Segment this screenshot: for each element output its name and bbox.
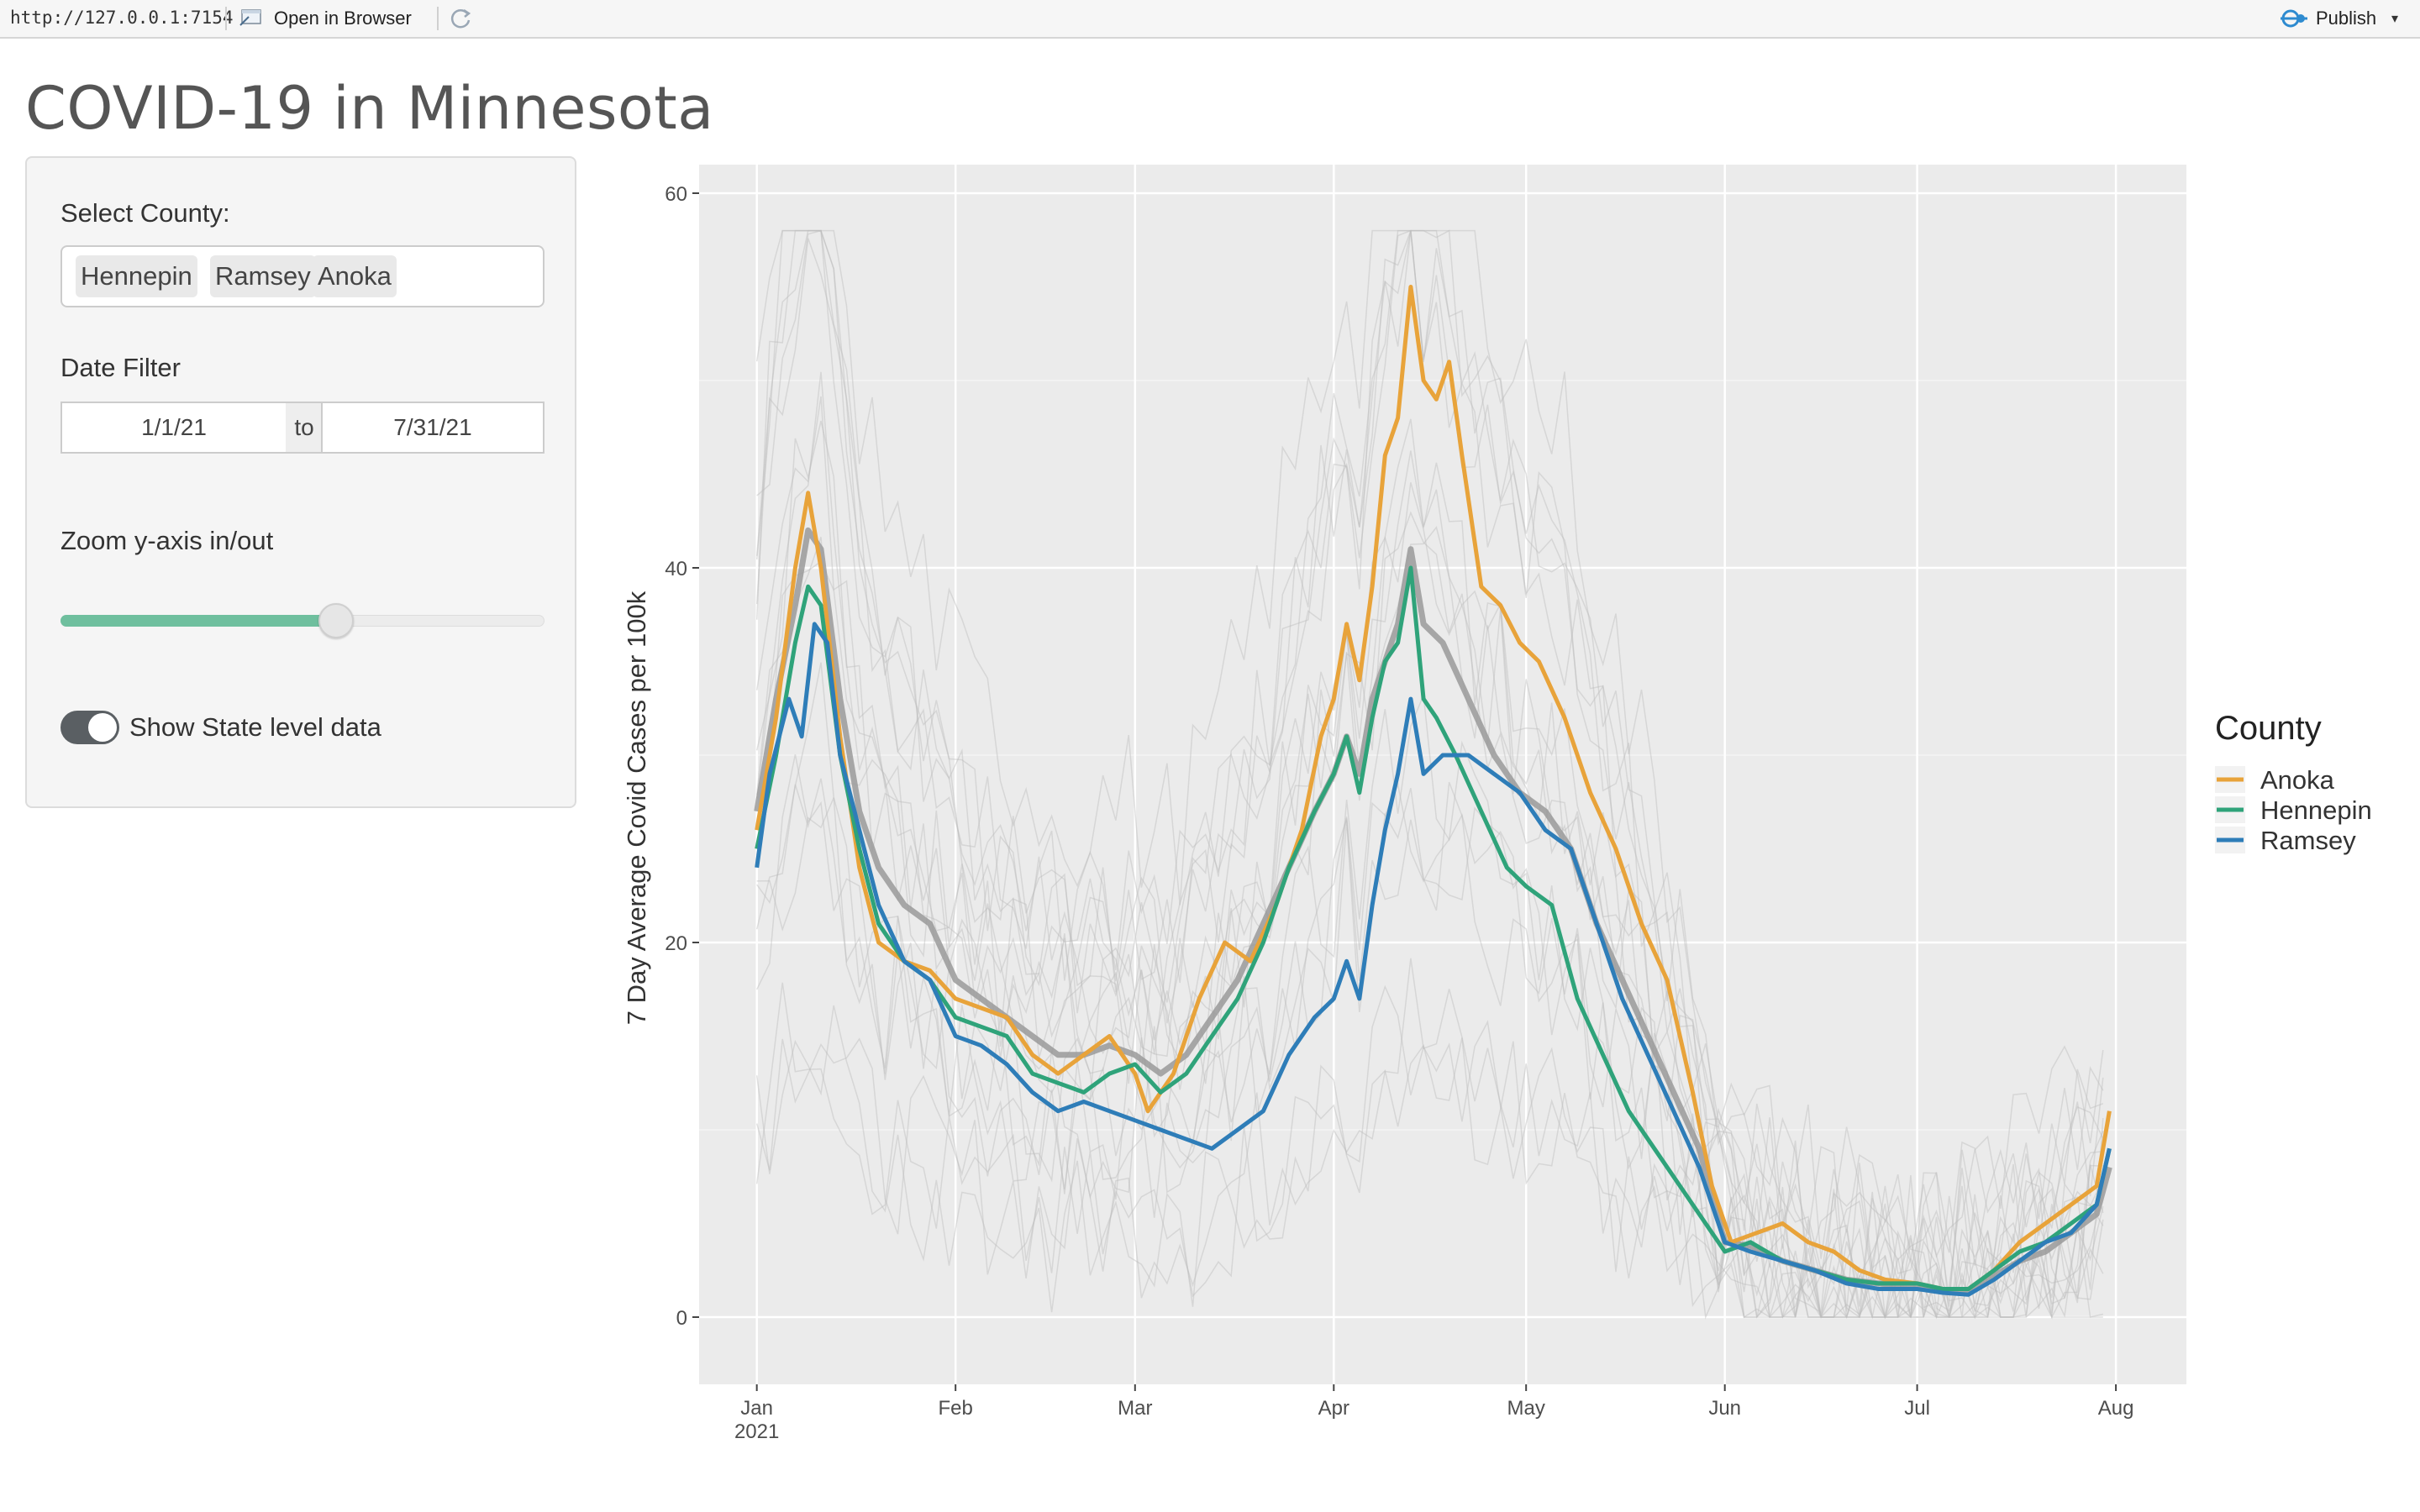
sidebar-panel: Select County: Hennepin Ramsey Anoka Dat… (25, 156, 576, 808)
county-chip[interactable]: Ramsey (210, 255, 316, 297)
zoom-slider-handle[interactable] (318, 603, 355, 638)
date-range-separator: to (286, 402, 323, 454)
x-tick-label: May (1507, 1397, 1545, 1420)
background-county-line (755, 230, 2104, 1307)
toggle-knob (88, 713, 117, 742)
y-axis-label: 7 Day Average Covid Cases per 100k (622, 591, 651, 1025)
x-tick-label: Apr (1318, 1397, 1349, 1420)
date-filter-label: Date Filter (60, 353, 181, 382)
zoom-slider-fill (60, 615, 337, 627)
background-county-line (755, 778, 2104, 1318)
background-county-line (755, 511, 2104, 1319)
background-county-line (755, 371, 2104, 1320)
series-lines (754, 285, 2112, 1297)
toolbar-divider (437, 7, 439, 30)
background-county-line (756, 662, 2103, 1320)
x-tick-label: Jan (740, 1397, 773, 1420)
series-line-ramsey (755, 622, 2112, 1297)
zoom-label: Zoom y-axis in/out (60, 526, 274, 555)
background-county-line (755, 418, 2104, 1318)
publish-icon[interactable] (2279, 8, 2309, 29)
legend-label: Hennepin (2260, 795, 2372, 825)
x-tick-label: Jun (1708, 1397, 1741, 1420)
x-tick-sublabel: 2021 (734, 1420, 779, 1443)
y-tick-label: 60 (665, 183, 687, 206)
x-tick-label: Feb (938, 1397, 972, 1420)
viewer-toolbar: http://127.0.0.1:7154 Open in Browser Pu… (0, 0, 2420, 39)
y-tick-label: 20 (665, 932, 687, 955)
background-county-line (756, 753, 2104, 1320)
legend-label: Ramsey (2260, 826, 2356, 855)
background-county-line (755, 958, 2104, 1320)
background-county-line (755, 229, 2104, 1320)
background-county-line (755, 1005, 2103, 1319)
background-county-line (756, 229, 2104, 1318)
legend-title: County (2215, 710, 2322, 747)
chevron-down-icon[interactable]: ▾ (2391, 12, 2399, 26)
background-county-line (755, 396, 2104, 1319)
open-in-browser-button[interactable]: Open in Browser (274, 8, 412, 29)
background-county-line (755, 229, 2104, 1261)
select-county-label: Select County: (60, 198, 230, 228)
background-county-line (755, 982, 2104, 1320)
gridlines (699, 165, 2186, 1384)
legend-label: Anoka (2260, 765, 2335, 795)
publish-button[interactable]: Publish (2316, 8, 2377, 29)
plot-panel (699, 165, 2186, 1384)
toolbar-divider (225, 7, 227, 30)
url-text: http://127.0.0.1:7154 (10, 8, 234, 28)
state-data-toggle[interactable] (60, 711, 119, 744)
background-county-line (755, 229, 2104, 1320)
state-data-toggle-label: Show State level data (129, 712, 381, 742)
county-chip[interactable]: Hennepin (76, 255, 197, 297)
series-line-anoka (755, 285, 2112, 1291)
series-line-hennepin (755, 565, 2112, 1291)
reload-icon[interactable] (447, 5, 474, 32)
background-county-line (755, 526, 2103, 1279)
county-select-input[interactable]: Hennepin Ramsey Anoka (60, 245, 544, 307)
page-title: COVID-19 in Minnesota (25, 74, 714, 143)
start-date-input[interactable]: 1/1/21 (60, 402, 287, 454)
x-tick-label: Mar (1118, 1397, 1152, 1420)
background-county-lines (755, 229, 2104, 1320)
y-tick-label: 0 (676, 1307, 687, 1330)
county-chip[interactable]: Anoka (313, 255, 397, 297)
open-in-browser-icon[interactable] (239, 8, 262, 27)
x-tick-label: Aug (2098, 1397, 2134, 1420)
background-county-line (755, 229, 2104, 1318)
x-tick-label: Jul (1904, 1397, 1930, 1420)
end-date-input[interactable]: 7/31/21 (321, 402, 544, 454)
y-tick-label: 40 (665, 558, 687, 580)
